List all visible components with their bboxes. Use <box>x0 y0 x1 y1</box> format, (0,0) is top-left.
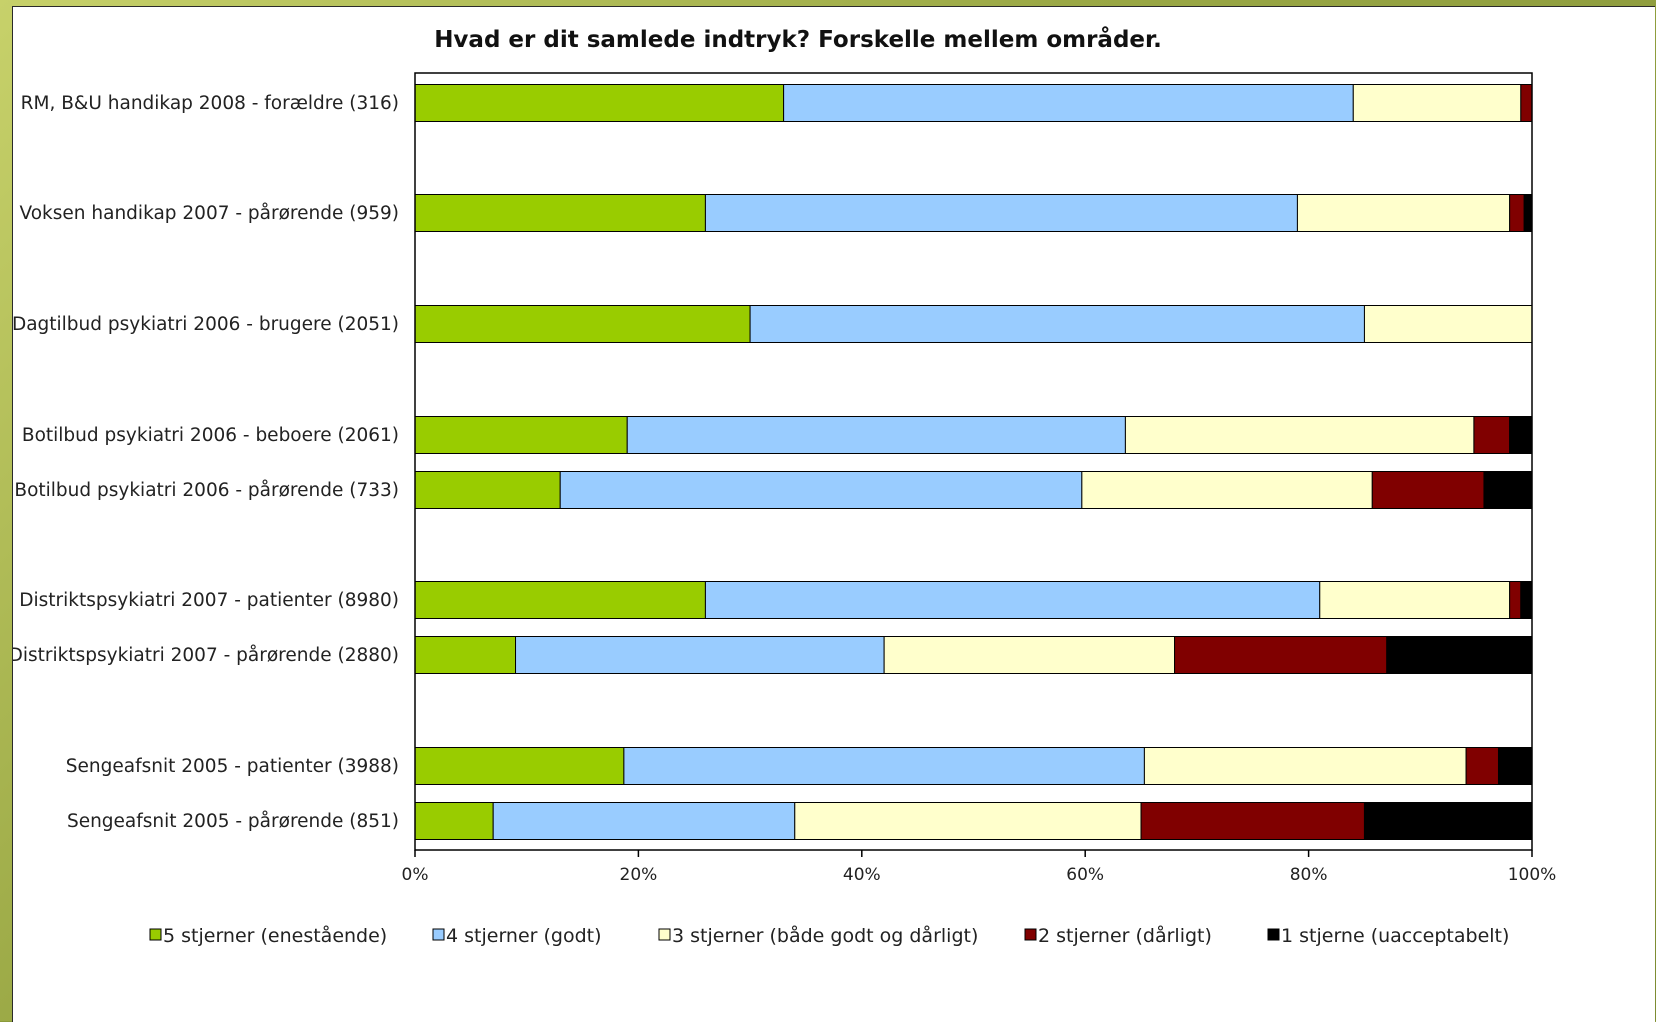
bar-row <box>414 305 1533 343</box>
bar-segment-s1-row4 <box>414 416 628 454</box>
bar-segment-s3-row3 <box>1363 305 1533 343</box>
legend: 5 stjerner (enestående) 4 stjerner (godt)… <box>149 924 1509 947</box>
category-label: Dagtilbud psykiatri 2006 - brugere (2051… <box>13 314 399 335</box>
bars-group <box>414 84 1533 840</box>
bar-row <box>414 471 1533 509</box>
bar-segment-s2-row3 <box>749 305 1365 343</box>
bar-segment-s3-row6 <box>1319 581 1511 619</box>
x-tick-label: 60% <box>1066 865 1104 885</box>
legend-item: 5 stjerner (enestående) <box>149 924 387 947</box>
bar-segment-s4-row1 <box>1520 84 1533 122</box>
bar-segment-s3-row2 <box>1296 194 1511 232</box>
chart-panel: Hvad er dit samlede indtryk? Forskelle m… <box>12 6 1655 1022</box>
x-tick-label: 20% <box>620 865 658 885</box>
bar-segment-s5-row7 <box>1386 636 1533 674</box>
bar-segment-s4-row5 <box>1371 471 1485 509</box>
bar-row <box>414 581 1533 619</box>
bar-segment-s3-row8 <box>1143 747 1467 785</box>
bar-row <box>414 194 1533 232</box>
stacked-bar-chart: Hvad er dit samlede indtryk? Forskelle m… <box>13 26 1557 947</box>
bar-segment-s3-row5 <box>1081 471 1373 509</box>
legend-label: 3 stjerner (både godt og dårligt) <box>672 924 978 947</box>
bar-segment-s1-row8 <box>414 747 625 785</box>
bar-segment-s5-row5 <box>1483 471 1533 509</box>
bar-segment-s2-row4 <box>626 416 1126 454</box>
legend-swatch <box>1024 928 1037 941</box>
bar-segment-s4-row7 <box>1174 636 1388 674</box>
bar-segment-s5-row8 <box>1497 747 1533 785</box>
bar-segment-s5-row9 <box>1363 802 1533 840</box>
bar-segment-s2-row5 <box>559 471 1083 509</box>
bar-segment-s3-row1 <box>1352 84 1522 122</box>
bar-segment-s5-row6 <box>1520 581 1533 619</box>
category-label: Voksen handikap 2007 - pårørende (959) <box>20 203 399 224</box>
legend-label: 2 stjerner (dårligt) <box>1038 924 1212 947</box>
bar-row <box>414 802 1533 840</box>
legend-swatch <box>658 928 671 941</box>
bar-row <box>414 416 1533 454</box>
category-label: RM, B&U handikap 2008 - forældre (316) <box>21 93 399 114</box>
legend-item: 4 stjerner (godt) <box>432 925 602 947</box>
legend-swatch <box>149 928 162 941</box>
legend-swatch <box>432 928 445 941</box>
x-tick-label: 100% <box>1508 865 1557 885</box>
bar-segment-s3-row7 <box>883 636 1176 674</box>
bar-segment-s4-row8 <box>1465 747 1499 785</box>
bar-segment-s5-row2 <box>1523 194 1533 232</box>
bar-segment-s2-row8 <box>623 747 1145 785</box>
legend-swatch <box>1267 928 1280 941</box>
bar-segment-s1-row6 <box>414 581 706 619</box>
bar-segment-s1-row7 <box>414 636 517 674</box>
x-axis: 0% 20% 40% 60% 80% 100% <box>402 72 1557 885</box>
legend-item: 2 stjerner (dårligt) <box>1024 924 1212 947</box>
bar-segment-s1-row5 <box>414 471 561 509</box>
x-tick-label: 80% <box>1290 865 1328 885</box>
bar-segment-s2-row1 <box>783 84 1354 122</box>
bar-segment-s1-row9 <box>414 802 494 840</box>
bar-segment-s4-row4 <box>1473 416 1511 454</box>
bar-segment-s4-row9 <box>1140 802 1365 840</box>
bar-segment-s2-row2 <box>704 194 1298 232</box>
bar-segment-s3-row9 <box>794 802 1142 840</box>
x-tick-label: 40% <box>843 865 881 885</box>
category-label: Botilbud psykiatri 2006 - beboere (2061) <box>22 425 399 446</box>
category-labels: RM, B&U handikap 2008 - forældre (316) Vo… <box>13 93 399 832</box>
bar-segment-s5-row4 <box>1509 416 1533 454</box>
category-label: Distriktspsykiatri 2007 - pårørende (288… <box>13 645 399 666</box>
bar-segment-s2-row6 <box>704 581 1321 619</box>
category-label: Sengeafsnit 2005 - patienter (3988) <box>66 756 399 777</box>
category-label: Sengeafsnit 2005 - pårørende (851) <box>67 811 399 832</box>
bar-row <box>414 636 1533 674</box>
legend-item: 1 stjerne (uacceptabelt) <box>1267 925 1509 947</box>
chart-title: Hvad er dit samlede indtryk? Forskelle m… <box>434 26 1162 53</box>
bar-segment-s1-row2 <box>414 194 706 232</box>
bar-row <box>414 747 1533 785</box>
bar-segment-s2-row7 <box>515 636 885 674</box>
bar-segment-s1-row1 <box>414 84 785 122</box>
legend-label: 4 stjerner (godt) <box>446 925 602 947</box>
bar-row <box>414 84 1533 122</box>
legend-label: 1 stjerne (uacceptabelt) <box>1281 925 1509 947</box>
bar-segment-s4-row6 <box>1509 581 1522 619</box>
legend-label: 5 stjerner (enestående) <box>163 924 387 947</box>
bar-segment-s1-row3 <box>414 305 751 343</box>
legend-item: 3 stjerner (både godt og dårligt) <box>658 924 978 947</box>
bar-segment-s2-row9 <box>492 802 796 840</box>
bar-segment-s4-row2 <box>1509 194 1525 232</box>
plot-area-frame <box>414 72 1533 851</box>
category-label: Distriktspsykiatri 2007 - patienter (898… <box>19 590 399 611</box>
x-tick-label: 0% <box>402 865 429 885</box>
bar-segment-s3-row4 <box>1124 416 1475 454</box>
category-label: Botilbud psykiatri 2006 - pårørende (733… <box>14 480 399 501</box>
